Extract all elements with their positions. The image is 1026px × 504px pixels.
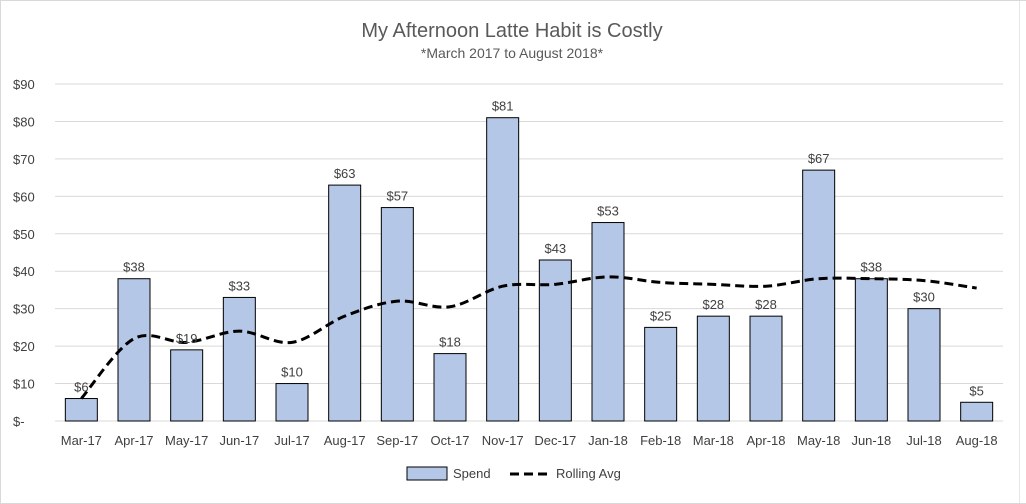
bar [960, 401, 994, 422]
bar [380, 207, 414, 422]
bar [907, 308, 941, 422]
bar [591, 222, 625, 422]
x-tick-label: Apr-17 [114, 433, 153, 448]
x-tick-label: Sep-17 [376, 433, 418, 448]
x-tick-label: Mar-18 [693, 433, 734, 448]
data-label: $10 [281, 365, 303, 380]
data-labels: $6 $38 $19 $33 $10 $63 $57 $18 $81 $43 $53 $25 $28 $2… [74, 99, 984, 399]
data-label: $38 [860, 260, 882, 275]
bar [275, 383, 309, 422]
data-label: $43 [544, 241, 566, 256]
bar [170, 349, 204, 422]
x-tick-label: Jun-18 [851, 433, 891, 448]
rolling-avg-path [80, 275, 977, 400]
legend: Spend Rolling Avg [406, 466, 621, 481]
chart-subtitle: *March 2017 to August 2018* [421, 45, 604, 61]
data-label: $30 [913, 290, 935, 305]
data-label: $19 [176, 331, 198, 346]
y-tick-label: $60 [13, 189, 35, 204]
y-tick-label: $30 [13, 302, 35, 317]
data-label: $63 [334, 166, 356, 181]
data-label: $25 [650, 308, 672, 323]
bar [538, 259, 572, 422]
x-tick-label: Jun-17 [219, 433, 259, 448]
x-tick-label: Nov-17 [482, 433, 524, 448]
bar [802, 169, 836, 422]
y-tick-label: $20 [13, 339, 35, 354]
bar [222, 296, 256, 422]
x-tick-label: May-18 [797, 433, 840, 448]
bar [433, 353, 467, 422]
data-label: $28 [702, 297, 724, 312]
y-tick-label: $40 [13, 264, 35, 279]
sheet-edge [1019, 1, 1026, 503]
data-label: $53 [597, 204, 619, 219]
data-label: $57 [386, 189, 408, 204]
bar [64, 398, 98, 422]
bar [854, 278, 888, 422]
x-tick-label: Apr-18 [746, 433, 785, 448]
y-tick-label: $- [13, 414, 25, 429]
data-label: $81 [492, 99, 514, 114]
x-tick-label: Dec-17 [534, 433, 576, 448]
data-label: $18 [439, 335, 461, 350]
y-tick-label: $80 [13, 114, 35, 129]
x-tick-label: Oct-17 [430, 433, 469, 448]
data-label: $67 [808, 151, 830, 166]
x-tick-label: Jul-18 [906, 433, 941, 448]
y-tick-label: $90 [13, 77, 35, 92]
x-tick-label: Aug-17 [324, 433, 366, 448]
legend-swatch-spend [406, 466, 448, 481]
bar [644, 326, 678, 422]
data-label: $6 [74, 380, 88, 395]
y-tick-label: $70 [13, 152, 35, 167]
y-tick-label: $10 [13, 377, 35, 392]
x-tick-label: Feb-18 [640, 433, 681, 448]
y-axis-ticks: $- $10 $20 $30 $40 $50 $60 $70 $80 $90 [13, 77, 35, 429]
bar [117, 278, 151, 422]
x-tick-label: Mar-17 [61, 433, 102, 448]
x-tick-label: Jan-18 [588, 433, 628, 448]
data-label: $33 [228, 278, 250, 293]
bar [328, 184, 362, 422]
bar [486, 117, 520, 422]
x-tick-label: Jul-17 [274, 433, 309, 448]
legend-label-rolling-avg: Rolling Avg [556, 466, 621, 481]
bars [64, 117, 994, 422]
y-tick-label: $50 [13, 227, 35, 242]
x-tick-label: May-17 [165, 433, 208, 448]
x-tick-label: Aug-18 [956, 433, 998, 448]
data-label: $28 [755, 297, 777, 312]
data-label: $5 [969, 383, 983, 398]
chart-title: My Afternoon Latte Habit is Costly [361, 20, 662, 42]
bar [749, 315, 783, 422]
x-axis-ticks: Mar-17 Apr-17 May-17 Jun-17 Jul-17 Aug-17 Sep-… [61, 433, 998, 448]
legend-label-spend: Spend [453, 466, 491, 481]
rolling-avg-line [80, 275, 977, 400]
data-label: $38 [123, 260, 145, 275]
bar [696, 315, 730, 422]
gridlines [55, 83, 1003, 422]
